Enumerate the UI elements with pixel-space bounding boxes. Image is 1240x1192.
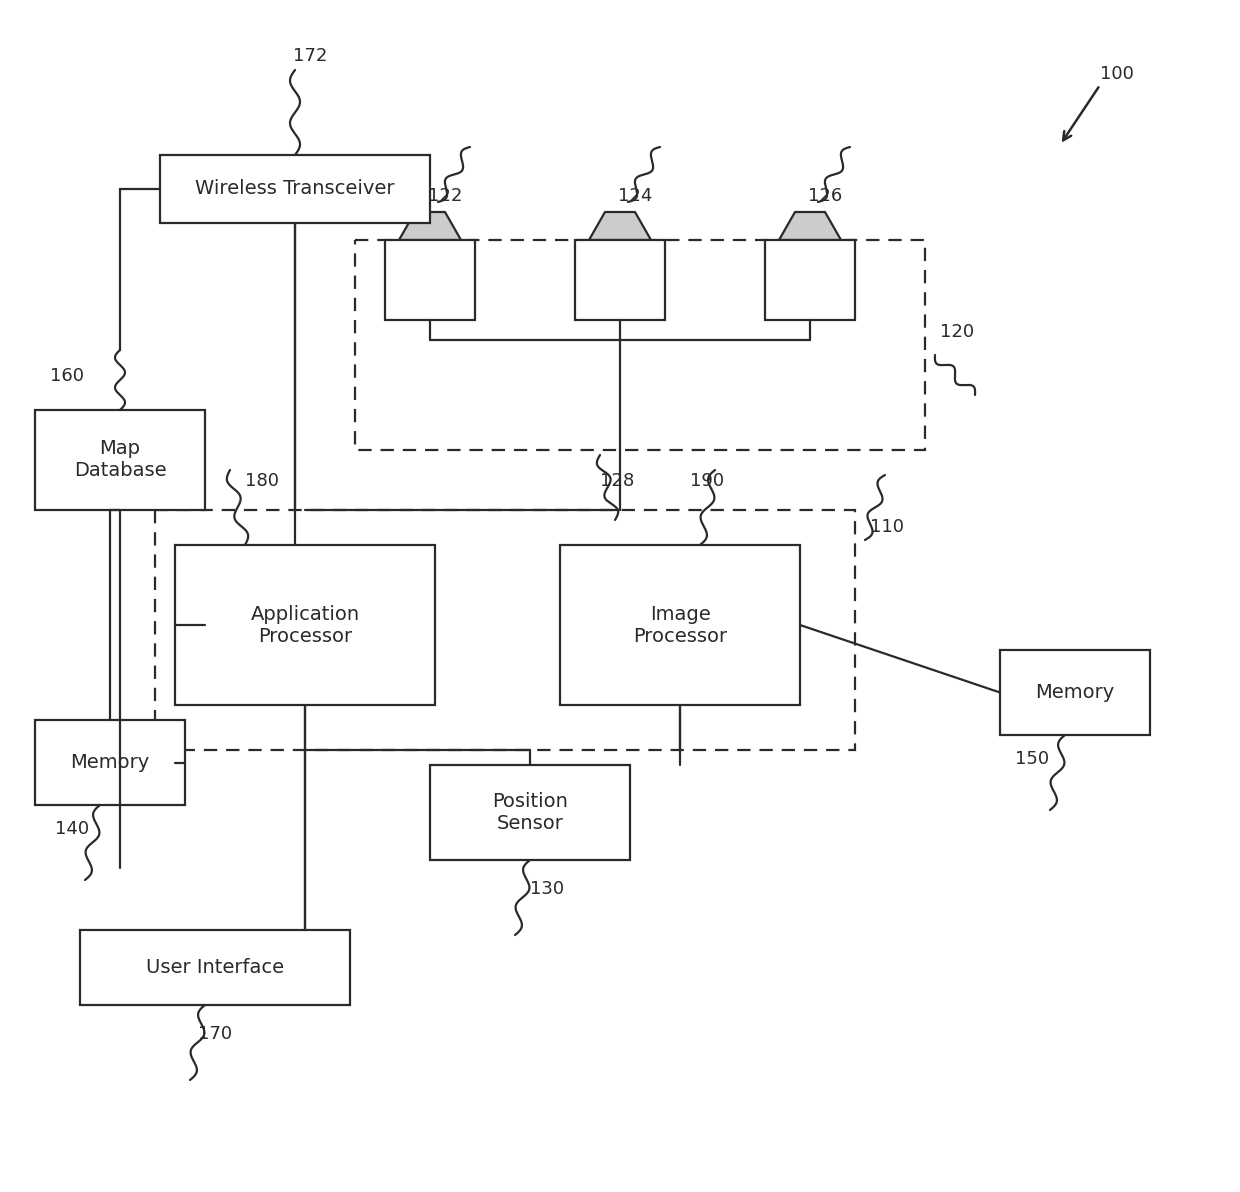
Text: 190: 190: [689, 472, 724, 490]
Text: 122: 122: [428, 187, 463, 205]
Text: 180: 180: [246, 472, 279, 490]
Text: 140: 140: [55, 820, 89, 838]
Text: Application
Processor: Application Processor: [250, 604, 360, 646]
FancyBboxPatch shape: [35, 720, 185, 805]
Text: 172: 172: [293, 46, 327, 66]
Text: 120: 120: [940, 323, 975, 341]
Polygon shape: [399, 212, 461, 240]
FancyBboxPatch shape: [384, 240, 475, 319]
Text: 160: 160: [50, 367, 84, 385]
Text: 124: 124: [618, 187, 652, 205]
Polygon shape: [779, 212, 841, 240]
Text: 170: 170: [198, 1025, 232, 1043]
Text: Wireless Transceiver: Wireless Transceiver: [195, 180, 394, 199]
Text: User Interface: User Interface: [146, 958, 284, 977]
FancyBboxPatch shape: [999, 650, 1149, 735]
Text: Image
Processor: Image Processor: [632, 604, 727, 646]
FancyBboxPatch shape: [81, 930, 350, 1005]
Text: Memory: Memory: [71, 753, 150, 772]
FancyBboxPatch shape: [575, 240, 665, 319]
FancyBboxPatch shape: [35, 410, 205, 510]
Text: 110: 110: [870, 519, 904, 536]
FancyBboxPatch shape: [765, 240, 856, 319]
FancyBboxPatch shape: [160, 155, 430, 223]
Text: 150: 150: [1016, 750, 1049, 768]
Polygon shape: [589, 212, 651, 240]
Text: Position
Sensor: Position Sensor: [492, 791, 568, 833]
FancyBboxPatch shape: [430, 765, 630, 859]
Text: 130: 130: [529, 880, 564, 898]
Text: 126: 126: [808, 187, 842, 205]
Text: Map
Database: Map Database: [73, 440, 166, 480]
Text: Memory: Memory: [1035, 683, 1115, 702]
FancyBboxPatch shape: [175, 545, 435, 704]
Text: 100: 100: [1100, 66, 1133, 83]
Text: 128: 128: [600, 472, 634, 490]
FancyBboxPatch shape: [560, 545, 800, 704]
